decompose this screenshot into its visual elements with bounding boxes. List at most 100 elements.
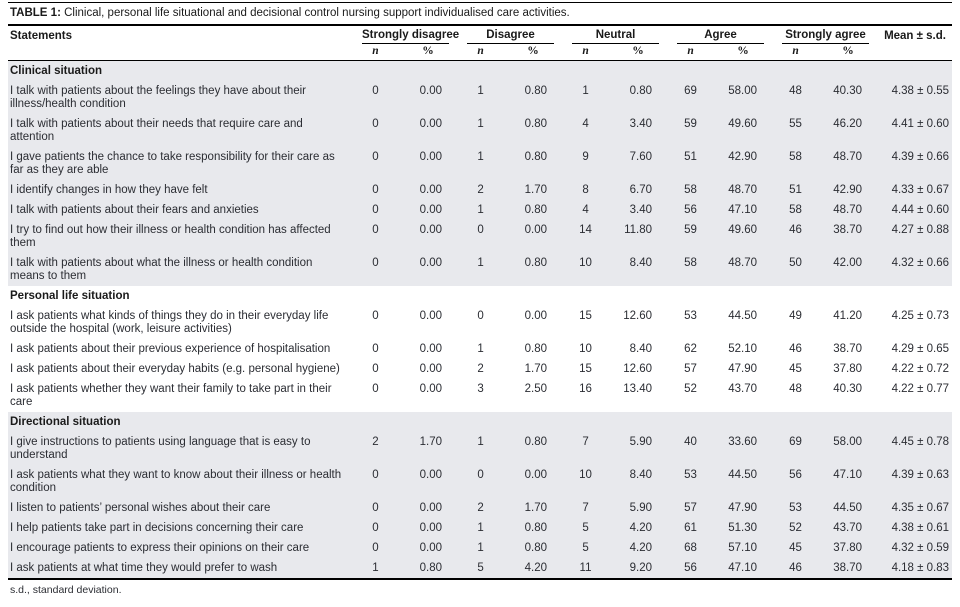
percent-cell: 13.40 — [623, 383, 653, 395]
n-cell: 0 — [458, 465, 504, 498]
percent-header: % — [503, 44, 564, 61]
percent-cell: 0.80 — [503, 81, 564, 114]
percent-cell: 44.50 — [818, 498, 879, 518]
percent-cell: 1.70 — [503, 180, 564, 200]
percent-cell: 44.50 — [713, 465, 774, 498]
percent-header: % — [713, 44, 774, 61]
n-cell: 0 — [353, 180, 398, 200]
n-cell: 62 — [684, 343, 697, 355]
n-cell: 53 — [773, 498, 819, 518]
table-row: I ask patients at what time they would p… — [8, 558, 953, 579]
percent-cell: 6.70 — [608, 180, 669, 200]
mean-cell: 4.33 ± 0.67 — [878, 180, 953, 200]
percent-cell: 0.00 — [398, 518, 459, 538]
table-row: I ask patients whether they want their f… — [8, 379, 952, 412]
percent-cell: 0.00 — [398, 498, 459, 518]
n-header: n — [668, 44, 714, 61]
n-cell: 8 — [563, 180, 609, 200]
percent-cell: 47.90 — [713, 498, 774, 518]
n-cell: 15 — [579, 310, 592, 322]
statement-cell: I try to find out how their illness or h… — [8, 220, 353, 253]
table-title: TABLE 1: Clinical, personal life situati… — [8, 3, 952, 26]
n-cell: 14 — [563, 220, 609, 253]
n-cell: 45 — [789, 363, 802, 375]
percent-cell: 38.70 — [833, 343, 863, 355]
n-cell: 58 — [773, 200, 819, 220]
mean-cell: 4.39 ± 0.63 — [878, 465, 953, 498]
group-header-strongly-agree: Strongly agree — [773, 26, 878, 44]
n-cell: 51 — [773, 180, 819, 200]
statement-cell: I ask patients what kinds of things they… — [10, 310, 329, 335]
statements-header: Statements — [8, 26, 353, 61]
n-cell: 1 — [458, 253, 504, 286]
n-cell: 9 — [563, 147, 609, 180]
percent-cell: 42.90 — [713, 147, 774, 180]
group-label: Neutral — [572, 26, 660, 44]
percent-cell: 0.00 — [398, 465, 459, 498]
percent-cell: 0.00 — [398, 253, 459, 286]
n-cell: 48 — [773, 81, 819, 114]
percent-cell: 42.90 — [818, 180, 879, 200]
n-cell: 68 — [668, 538, 714, 558]
percent-cell: 0.00 — [419, 363, 443, 375]
percent-cell: 49.60 — [713, 220, 774, 253]
percent-cell: 58.00 — [818, 432, 879, 465]
percent-cell: 3.40 — [608, 114, 669, 147]
n-cell: 0 — [477, 310, 484, 322]
percent-cell: 47.10 — [713, 558, 774, 579]
n-cell: 4 — [563, 114, 609, 147]
percent-cell: 0.00 — [419, 343, 443, 355]
percent-cell: 0.80 — [503, 114, 564, 147]
n-cell: 5 — [458, 558, 504, 579]
percent-cell: 38.70 — [818, 558, 879, 579]
n-cell: 52 — [773, 518, 819, 538]
table-row: I ask patients what kinds of things they… — [8, 306, 952, 339]
statement-cell: I identify changes in how they have felt — [8, 180, 353, 200]
statement-cell: I ask patients at what time they would p… — [8, 558, 353, 579]
statement-cell: I talk with patients about what the illn… — [8, 253, 353, 286]
statement-cell: I ask patients about their everyday habi… — [10, 363, 340, 375]
n-cell: 59 — [668, 220, 714, 253]
mean-cell: 4.22 ± 0.77 — [891, 383, 950, 395]
section-header-row: Personal life situation — [8, 286, 952, 306]
n-cell: 0 — [353, 538, 398, 558]
n-cell: 46 — [773, 558, 819, 579]
percent-header: % — [818, 44, 879, 61]
percent-cell: 0.80 — [503, 538, 564, 558]
table-row: I gave patients the chance to take respo… — [8, 147, 953, 180]
percent-cell: 47.10 — [818, 465, 879, 498]
percent-cell: 1.70 — [503, 498, 564, 518]
footnote: s.d., standard deviation. — [10, 584, 122, 596]
percent-cell: 0.80 — [503, 518, 564, 538]
table-1: TABLE 1: Clinical, personal life situati… — [8, 2, 953, 596]
percent-cell: 37.80 — [833, 363, 863, 375]
percent-cell: 0.00 — [398, 538, 459, 558]
percent-cell: 0.00 — [398, 147, 459, 180]
section-header-row: Clinical situation — [8, 60, 953, 81]
n-cell: 53 — [668, 465, 714, 498]
n-cell: 53 — [684, 310, 697, 322]
section-header-row: Directional situation — [8, 412, 953, 432]
table-row: I help patients take part in decisions c… — [8, 518, 953, 538]
statement-cell: I talk with patients about the feelings … — [8, 81, 353, 114]
mean-cell: 4.25 ± 0.73 — [891, 310, 950, 322]
mean-cell: 4.27 ± 0.88 — [878, 220, 953, 253]
n-cell: 58 — [773, 147, 819, 180]
percent-cell: 5.90 — [608, 432, 669, 465]
n-cell: 57 — [684, 363, 697, 375]
percent-cell: 41.20 — [833, 310, 863, 322]
n-cell: 46 — [789, 343, 802, 355]
percent-cell: 49.60 — [713, 114, 774, 147]
n-cell: 1 — [353, 558, 398, 579]
percent-header: % — [398, 44, 459, 61]
group-label: Strongly disagree — [362, 26, 459, 44]
n-cell: 1 — [563, 81, 609, 114]
n-cell: 0 — [353, 518, 398, 538]
table-row: I try to find out how their illness or h… — [8, 220, 953, 253]
mean-cell: 4.38 ± 0.55 — [878, 81, 953, 114]
n-cell: 1 — [458, 81, 504, 114]
percent-cell: 1.70 — [524, 363, 548, 375]
section-title: Directional situation — [8, 412, 953, 432]
statement-cell: I ask patients what they want to know ab… — [8, 465, 353, 498]
mean-cell: 4.35 ± 0.67 — [878, 498, 953, 518]
